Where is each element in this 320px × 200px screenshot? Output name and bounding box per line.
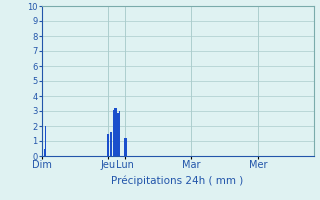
- Bar: [45, 126, 46, 156]
- Bar: [115, 108, 116, 156]
- X-axis label: Précipitations 24h ( mm ): Précipitations 24h ( mm ): [111, 176, 244, 186]
- Bar: [119, 111, 120, 156]
- Bar: [110, 132, 112, 156]
- Bar: [44, 148, 45, 156]
- Bar: [113, 110, 115, 156]
- Bar: [116, 108, 117, 156]
- Bar: [108, 134, 109, 156]
- Bar: [125, 138, 127, 156]
- Bar: [124, 138, 125, 156]
- Bar: [117, 112, 119, 156]
